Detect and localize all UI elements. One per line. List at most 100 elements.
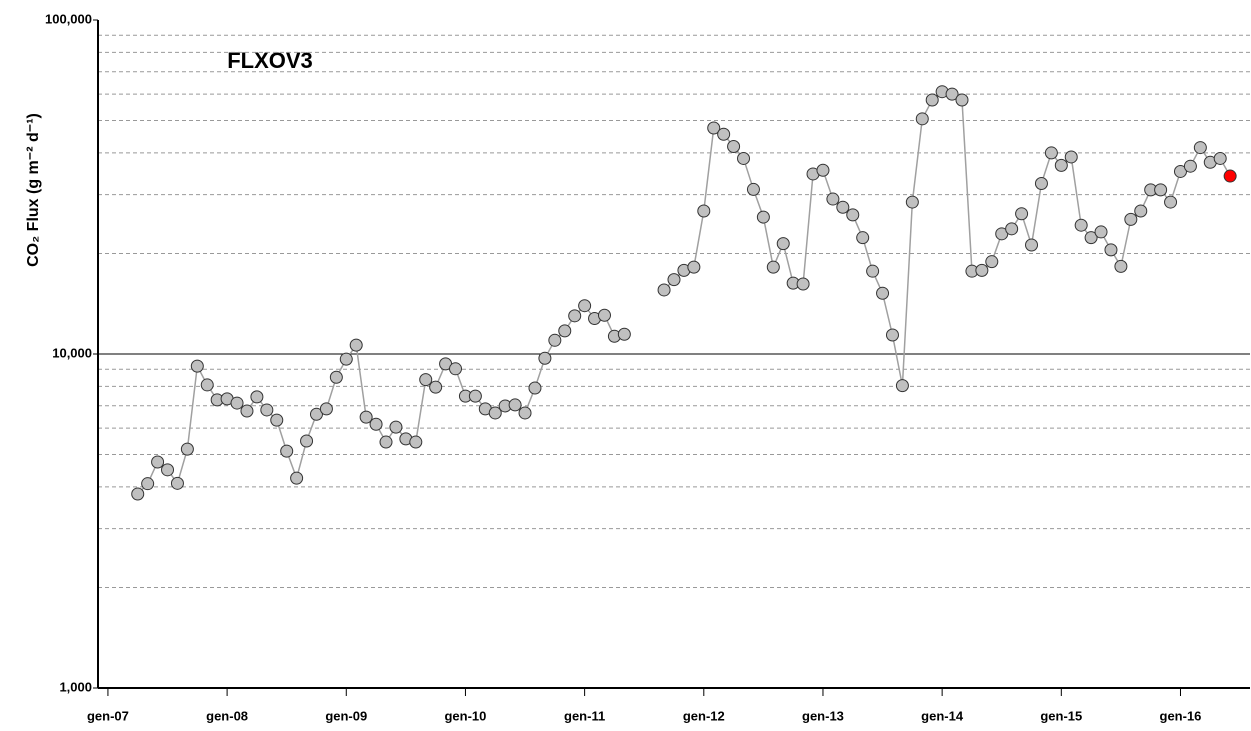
marker <box>905 195 919 209</box>
marker <box>1173 164 1187 178</box>
x-tick-label: gen-07 <box>87 708 129 723</box>
marker <box>597 308 611 322</box>
marker <box>895 379 909 393</box>
marker <box>756 210 770 224</box>
marker <box>429 380 443 394</box>
marker <box>359 410 373 424</box>
marker <box>568 309 582 323</box>
marker <box>1074 218 1088 232</box>
marker <box>1094 225 1108 239</box>
x-tick-label: gen-09 <box>325 708 367 723</box>
marker <box>270 413 284 427</box>
marker <box>170 476 184 490</box>
marker <box>1114 259 1128 273</box>
marker <box>955 93 969 107</box>
x-tick-label: gen-15 <box>1040 708 1082 723</box>
marker <box>190 359 204 373</box>
marker <box>449 362 463 376</box>
marker <box>409 435 423 449</box>
marker <box>925 93 939 107</box>
marker <box>250 390 264 404</box>
marker <box>1193 141 1207 155</box>
marker <box>1054 158 1068 172</box>
marker <box>707 121 721 135</box>
x-tick-label: gen-12 <box>683 708 725 723</box>
x-tick-label: gen-10 <box>444 708 486 723</box>
marker <box>161 463 175 477</box>
marker <box>309 407 323 421</box>
y-tick-label: 10,000 <box>52 345 92 360</box>
marker <box>1213 151 1227 165</box>
y-tick-label: 1,000 <box>59 679 92 694</box>
marker <box>200 378 214 392</box>
marker <box>1044 146 1058 160</box>
marker <box>300 434 314 448</box>
marker <box>1134 204 1148 218</box>
marker <box>558 324 572 338</box>
marker <box>945 87 959 101</box>
marker <box>141 477 155 491</box>
marker <box>975 263 989 277</box>
marker <box>746 182 760 196</box>
marker <box>1104 243 1118 257</box>
marker <box>419 373 433 387</box>
marker <box>1034 176 1048 190</box>
marker <box>131 487 145 501</box>
marker <box>697 204 711 218</box>
flux-line <box>137 90 1231 495</box>
marker <box>866 264 880 278</box>
marker <box>518 406 532 420</box>
marker <box>836 200 850 214</box>
marker <box>528 381 542 395</box>
marker <box>856 231 870 245</box>
marker <box>240 404 254 418</box>
marker <box>389 420 403 434</box>
marker <box>846 208 860 222</box>
marker <box>1064 150 1078 164</box>
marker <box>1154 183 1168 197</box>
marker <box>339 352 353 366</box>
marker <box>180 442 194 456</box>
marker <box>687 260 701 274</box>
marker <box>1223 169 1237 183</box>
marker <box>816 163 830 177</box>
marker <box>290 471 304 485</box>
marker <box>1025 238 1039 252</box>
marker <box>1015 207 1029 221</box>
marker <box>151 455 165 469</box>
x-tick-label: gen-13 <box>802 708 844 723</box>
marker <box>667 273 681 287</box>
marker <box>319 402 333 416</box>
marker <box>985 255 999 269</box>
marker <box>538 351 552 365</box>
y-tick-label: 100,000 <box>45 11 92 26</box>
x-tick-label: gen-16 <box>1160 708 1202 723</box>
marker <box>349 338 363 352</box>
marker <box>379 435 393 449</box>
x-tick-label: gen-14 <box>921 708 964 723</box>
marker <box>578 299 592 313</box>
marker <box>617 327 631 341</box>
marker <box>1124 212 1138 226</box>
x-tick-label: gen-11 <box>564 708 605 723</box>
marker <box>488 406 502 420</box>
chart-title: FLXOV3 <box>227 48 313 73</box>
marker <box>468 389 482 403</box>
marker <box>737 151 751 165</box>
marker <box>796 277 810 291</box>
x-tick-label: gen-08 <box>206 708 248 723</box>
marker <box>1183 159 1197 173</box>
marker <box>260 403 274 417</box>
marker <box>766 260 780 274</box>
marker <box>369 417 383 431</box>
marker <box>727 140 741 154</box>
marker <box>776 237 790 251</box>
marker <box>885 328 899 342</box>
marker <box>915 112 929 126</box>
marker <box>280 444 294 458</box>
y-axis-label: CO₂ Flux (g m⁻² d⁻¹) <box>25 113 42 267</box>
marker <box>1084 231 1098 245</box>
marker <box>1005 222 1019 236</box>
marker <box>548 333 562 347</box>
